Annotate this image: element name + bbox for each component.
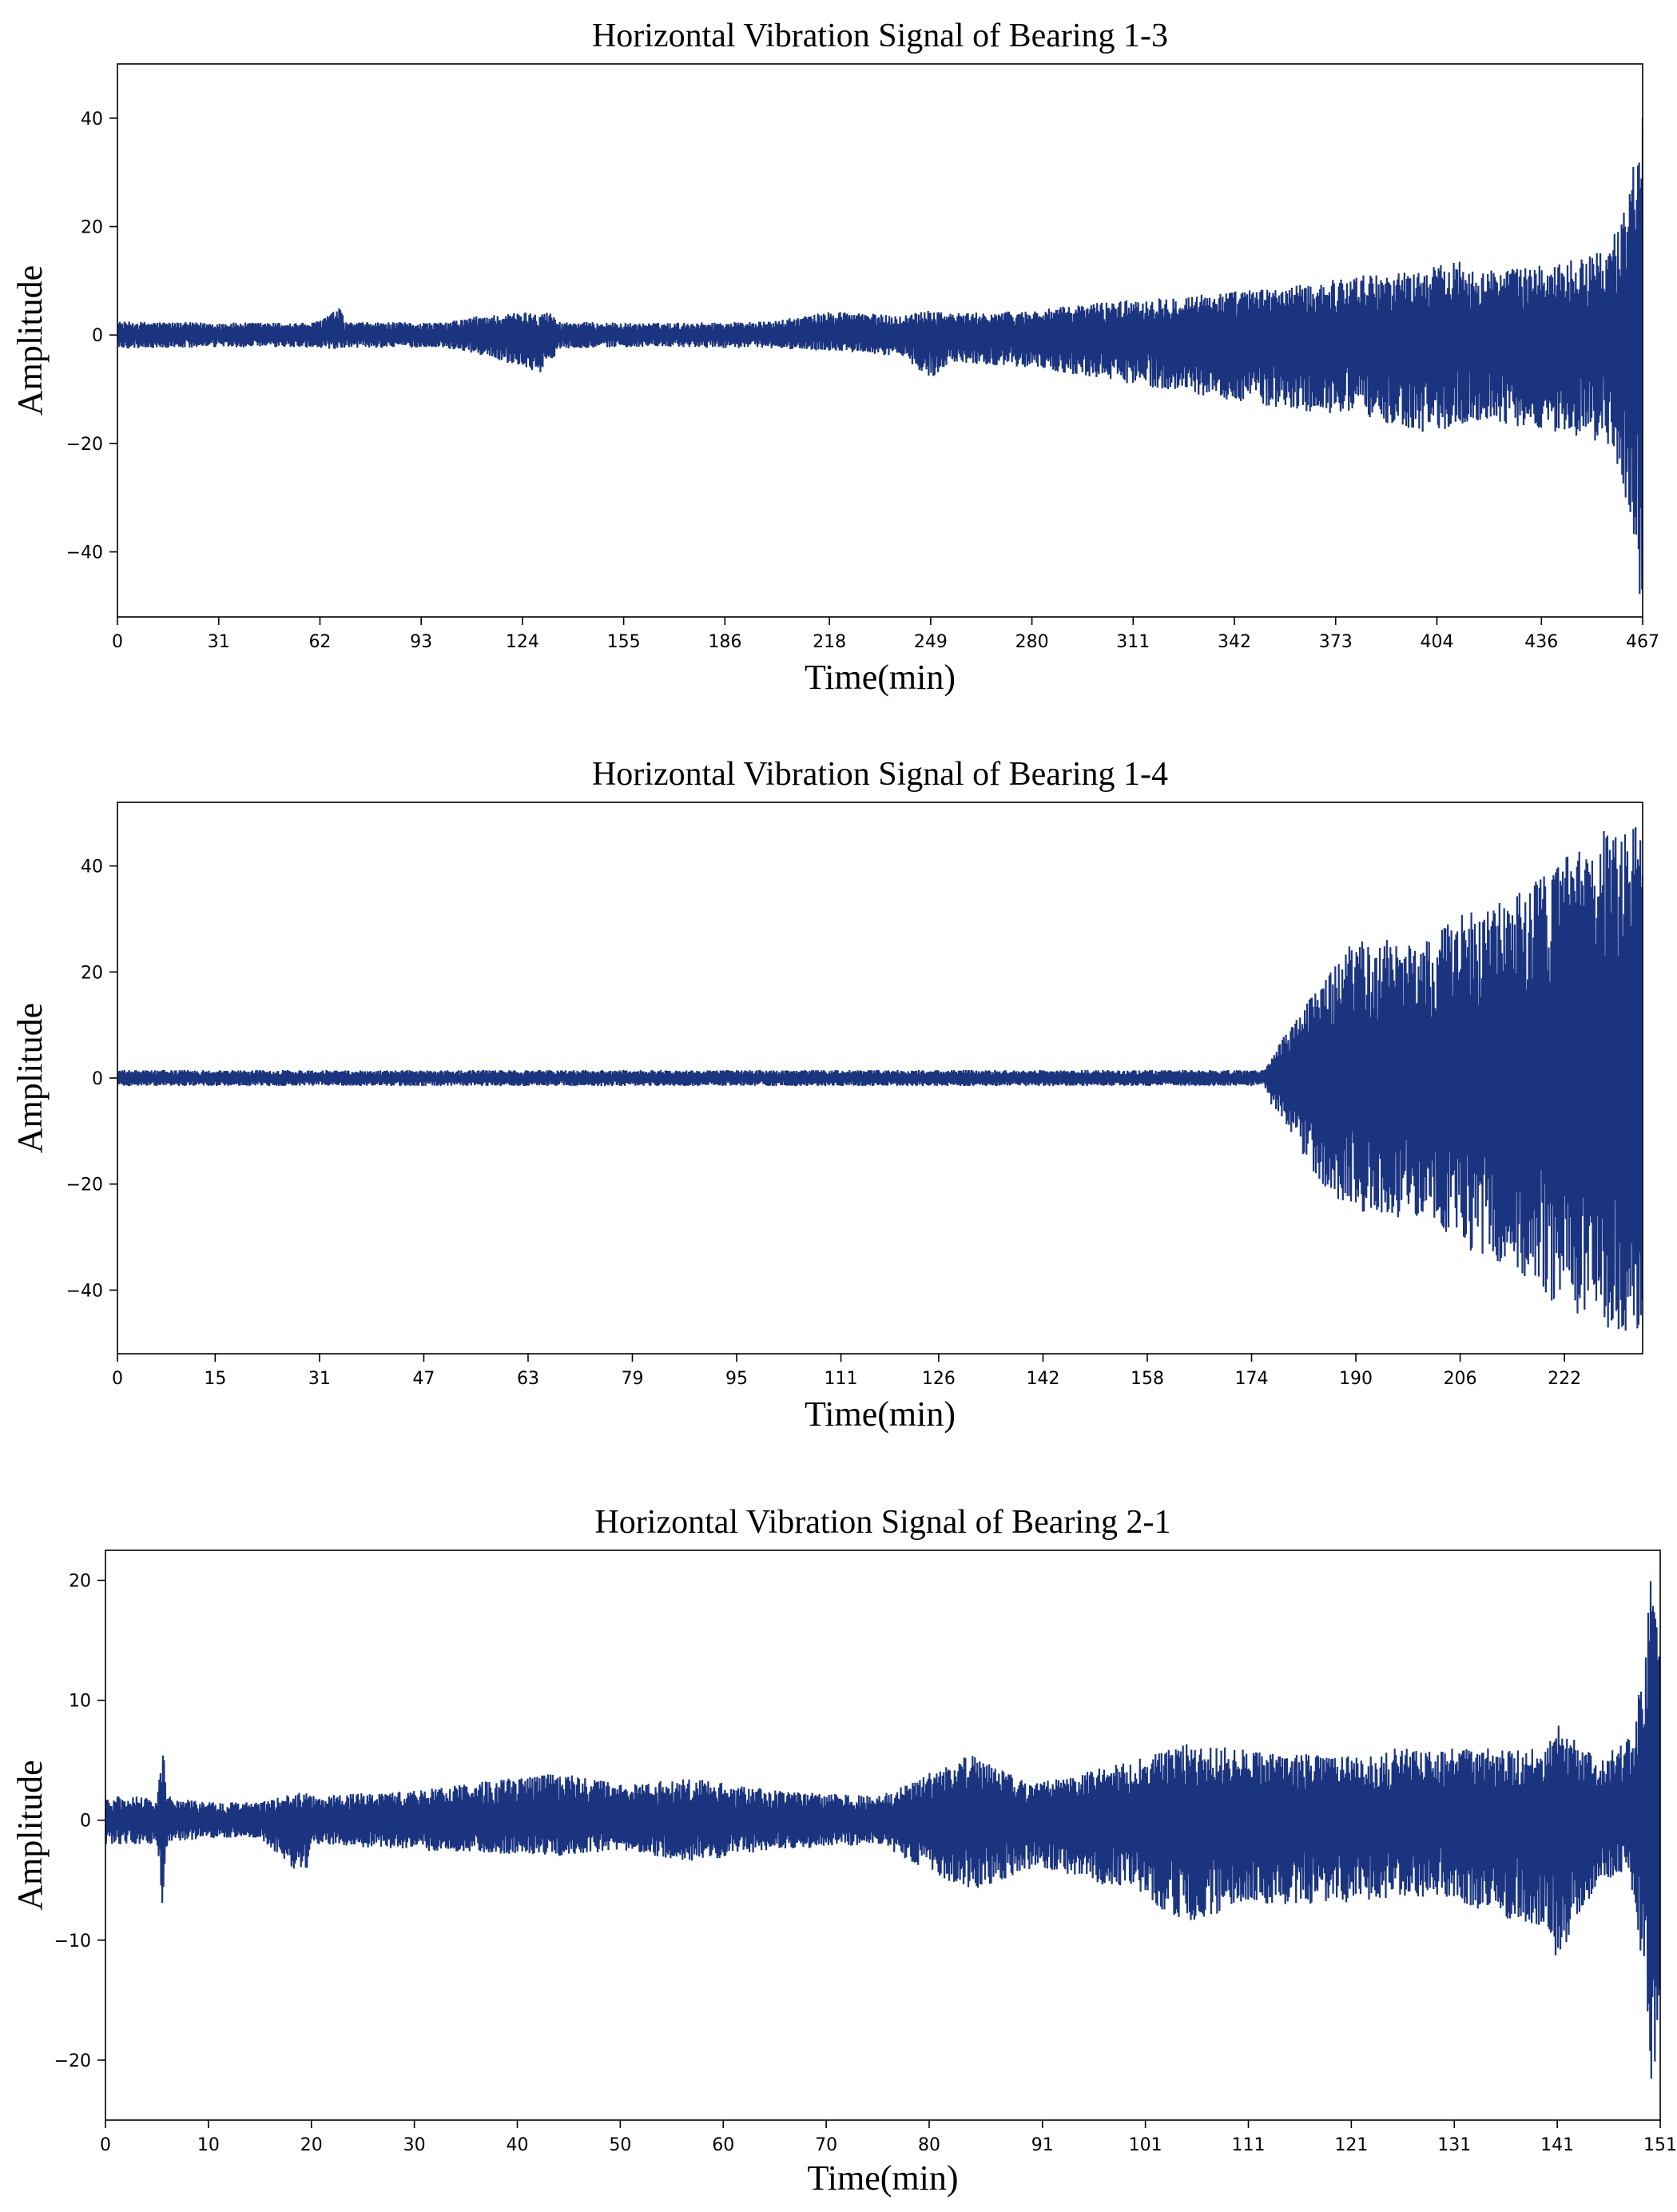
x-tick-label-0: 0 bbox=[100, 2135, 111, 2155]
y-tick-label--40: −40 bbox=[66, 1281, 103, 1301]
x-tick-label-141: 141 bbox=[1540, 2135, 1574, 2155]
x-tick-label-0: 0 bbox=[112, 632, 123, 652]
x-tick-label-10: 10 bbox=[197, 2135, 220, 2155]
y-axis-label: Amplitude bbox=[10, 1003, 50, 1153]
x-tick-label-158: 158 bbox=[1131, 1369, 1164, 1389]
y-tick-label-20: 20 bbox=[81, 963, 103, 983]
y-tick-label-20: 20 bbox=[81, 218, 103, 238]
chart-panel-bearing-1-3: Horizontal Vibration Signal of Bearing 1… bbox=[0, 0, 1677, 719]
y-tick-label-40: 40 bbox=[81, 109, 103, 129]
x-axis-label: Time(min) bbox=[807, 2158, 958, 2198]
chart-svg-bearing-1-4: Horizontal Vibration Signal of Bearing 1… bbox=[10, 756, 1643, 1434]
x-tick-label-70: 70 bbox=[815, 2135, 837, 2155]
x-tick-label-111: 111 bbox=[1232, 2135, 1266, 2155]
x-tick-label-206: 206 bbox=[1444, 1369, 1477, 1389]
y-axis-label: Amplitude bbox=[10, 1760, 50, 1910]
y-axis-label: Amplitude bbox=[10, 265, 50, 416]
plot-frame bbox=[105, 1550, 1661, 2121]
x-tick-label-101: 101 bbox=[1129, 2135, 1162, 2155]
signal-line bbox=[117, 117, 1643, 595]
x-tick-label-280: 280 bbox=[1015, 632, 1049, 652]
x-tick-label-93: 93 bbox=[410, 632, 432, 652]
x-axis-label: Time(min) bbox=[805, 658, 956, 697]
x-tick-label-190: 190 bbox=[1339, 1369, 1373, 1389]
y-tick-label--40: −40 bbox=[66, 543, 103, 563]
x-tick-label-50: 50 bbox=[609, 2135, 631, 2155]
x-tick-label-467: 467 bbox=[1626, 632, 1659, 652]
x-tick-label-126: 126 bbox=[922, 1369, 956, 1389]
x-tick-label-40: 40 bbox=[506, 2135, 528, 2155]
x-tick-label-20: 20 bbox=[300, 2135, 323, 2155]
x-tick-label-79: 79 bbox=[621, 1369, 643, 1389]
x-tick-label-95: 95 bbox=[725, 1369, 748, 1389]
x-tick-label-121: 121 bbox=[1334, 2135, 1368, 2155]
x-tick-label-249: 249 bbox=[914, 632, 948, 652]
x-tick-label-131: 131 bbox=[1437, 2135, 1471, 2155]
x-tick-label-31: 31 bbox=[208, 632, 230, 652]
signal-line bbox=[117, 827, 1643, 1331]
y-tick-label-0: 0 bbox=[92, 326, 103, 346]
x-tick-label-218: 218 bbox=[813, 632, 846, 652]
x-tick-label-15: 15 bbox=[204, 1369, 226, 1389]
x-tick-label-151: 151 bbox=[1643, 2135, 1677, 2155]
x-tick-label-373: 373 bbox=[1319, 632, 1353, 652]
x-tick-label-91: 91 bbox=[1031, 2135, 1054, 2155]
chart-panel-bearing-2-1: Horizontal Vibration Signal of Bearing 2… bbox=[0, 1486, 1677, 2212]
plot-frame bbox=[117, 63, 1643, 618]
x-tick-label-30: 30 bbox=[403, 2135, 426, 2155]
chart-title: Horizontal Vibration Signal of Bearing 1… bbox=[592, 18, 1168, 54]
y-tick-label-0: 0 bbox=[92, 1069, 103, 1089]
x-tick-label-63: 63 bbox=[517, 1369, 539, 1389]
chart-title: Horizontal Vibration Signal of Bearing 1… bbox=[592, 756, 1168, 793]
y-tick-label-0: 0 bbox=[80, 1812, 91, 1832]
y-tick-label-10: 10 bbox=[69, 1692, 91, 1712]
x-tick-label-186: 186 bbox=[708, 632, 741, 652]
x-tick-label-342: 342 bbox=[1218, 632, 1251, 652]
y-tick-label--20: −20 bbox=[66, 435, 103, 455]
x-tick-label-404: 404 bbox=[1420, 632, 1453, 652]
x-tick-label-124: 124 bbox=[506, 632, 539, 652]
chart-svg-bearing-1-3: Horizontal Vibration Signal of Bearing 1… bbox=[10, 18, 1659, 697]
x-tick-label-155: 155 bbox=[607, 632, 641, 652]
x-tick-label-111: 111 bbox=[825, 1369, 858, 1389]
chart-panel-bearing-1-4: Horizontal Vibration Signal of Bearing 1… bbox=[0, 735, 1677, 1454]
x-tick-label-311: 311 bbox=[1116, 632, 1150, 652]
chart-svg-bearing-2-1: Horizontal Vibration Signal of Bearing 2… bbox=[10, 1504, 1677, 2198]
x-tick-label-0: 0 bbox=[112, 1369, 123, 1389]
signal-line bbox=[105, 1581, 1660, 2079]
x-tick-label-222: 222 bbox=[1548, 1369, 1581, 1389]
y-tick-label--10: −10 bbox=[54, 1932, 91, 1951]
x-axis-label: Time(min) bbox=[805, 1394, 956, 1434]
y-tick-label--20: −20 bbox=[66, 1176, 103, 1196]
x-tick-label-174: 174 bbox=[1235, 1369, 1269, 1389]
x-tick-label-47: 47 bbox=[412, 1369, 435, 1389]
x-tick-label-62: 62 bbox=[308, 632, 331, 652]
x-tick-label-80: 80 bbox=[918, 2135, 940, 2155]
chart-title: Horizontal Vibration Signal of Bearing 2… bbox=[594, 1504, 1170, 1541]
x-tick-label-142: 142 bbox=[1026, 1369, 1059, 1389]
x-tick-label-60: 60 bbox=[712, 2135, 734, 2155]
y-tick-label-20: 20 bbox=[69, 1572, 91, 1592]
y-tick-label-40: 40 bbox=[81, 857, 103, 877]
y-tick-label--20: −20 bbox=[54, 2051, 91, 2071]
x-tick-label-436: 436 bbox=[1524, 632, 1558, 652]
x-tick-label-31: 31 bbox=[308, 1369, 331, 1389]
